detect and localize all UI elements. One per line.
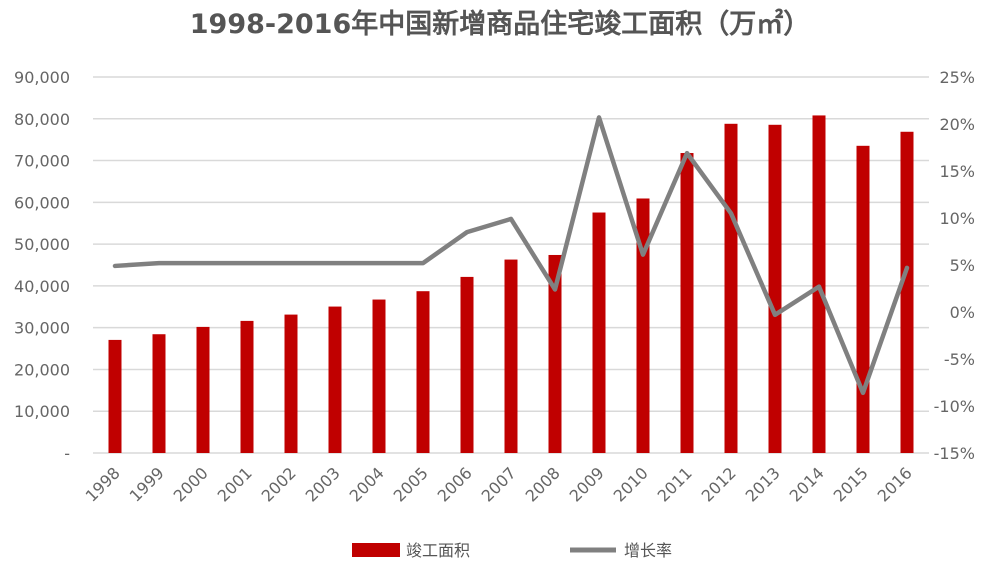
x-tick-label: 2007 xyxy=(478,463,520,505)
growth-rate-line xyxy=(112,115,910,396)
bar xyxy=(284,314,298,453)
x-tick-label: 2011 xyxy=(654,463,696,505)
x-tick-label: 1998 xyxy=(82,463,124,505)
x-tick-label: 2008 xyxy=(522,463,564,505)
x-tick-label: 2002 xyxy=(258,463,300,505)
right-tick-label: 15% xyxy=(939,162,975,181)
x-tick-label: 2003 xyxy=(302,463,344,505)
bar xyxy=(152,334,166,453)
right-tick-label: 10% xyxy=(939,209,975,228)
x-tick-label: 2004 xyxy=(346,463,388,505)
x-tick-label: 2012 xyxy=(698,463,740,505)
legend-bar-swatch xyxy=(352,543,400,557)
bar xyxy=(680,153,694,453)
x-tick-label: 2016 xyxy=(874,463,916,505)
bar xyxy=(240,320,254,453)
right-tick-label: -5% xyxy=(944,350,975,369)
legend-label-bar: 竣工面积 xyxy=(406,541,470,560)
left-tick-label: 80,000 xyxy=(14,110,70,129)
left-tick-label: 90,000 xyxy=(14,68,70,87)
bar xyxy=(724,123,738,454)
left-tick-label: 40,000 xyxy=(14,277,70,296)
x-tick-label: 2015 xyxy=(830,463,872,505)
left-tick-label: - xyxy=(64,444,70,463)
left-tick-label: 20,000 xyxy=(14,360,70,379)
x-tick-label: 2010 xyxy=(610,463,652,505)
bar xyxy=(460,276,474,453)
right-tick-label: 20% xyxy=(939,115,975,134)
x-tick-label: 2000 xyxy=(170,463,212,505)
left-tick-label: 30,000 xyxy=(14,319,70,338)
bar xyxy=(328,306,342,453)
left-tick-label: 50,000 xyxy=(14,235,70,254)
x-tick-label: 2013 xyxy=(742,463,784,505)
bar xyxy=(592,212,606,453)
bar xyxy=(768,124,782,454)
bar xyxy=(900,131,914,453)
bar xyxy=(372,299,386,453)
right-tick-label: 5% xyxy=(950,256,975,275)
right-tick-label: -10% xyxy=(934,397,975,416)
chart-title: 1998-2016年中国新增商品住宅竣工面积（万㎡） xyxy=(190,8,811,40)
x-tick-label: 2005 xyxy=(390,463,432,505)
bar xyxy=(636,198,650,453)
x-tick-label: 1999 xyxy=(126,463,168,505)
bar xyxy=(812,115,826,454)
bar xyxy=(108,339,122,453)
left-tick-label: 70,000 xyxy=(14,152,70,171)
x-tick-label: 2001 xyxy=(214,463,256,505)
right-tick-label: 0% xyxy=(950,303,975,322)
right-tick-label: 25% xyxy=(939,68,975,87)
legend-label-line: 增长率 xyxy=(624,541,672,560)
bar xyxy=(504,259,518,453)
bar xyxy=(548,254,562,453)
bar xyxy=(196,326,210,453)
bar xyxy=(856,145,870,454)
legend: 竣工面积 增长率 xyxy=(352,541,672,560)
x-tick-label: 2006 xyxy=(434,463,476,505)
bar xyxy=(416,291,430,453)
x-tick-label: 2014 xyxy=(786,463,828,505)
right-tick-label: -15% xyxy=(934,444,975,463)
x-tick-label: 2009 xyxy=(566,463,608,505)
left-tick-label: 10,000 xyxy=(14,402,70,421)
left-tick-label: 60,000 xyxy=(14,193,70,212)
